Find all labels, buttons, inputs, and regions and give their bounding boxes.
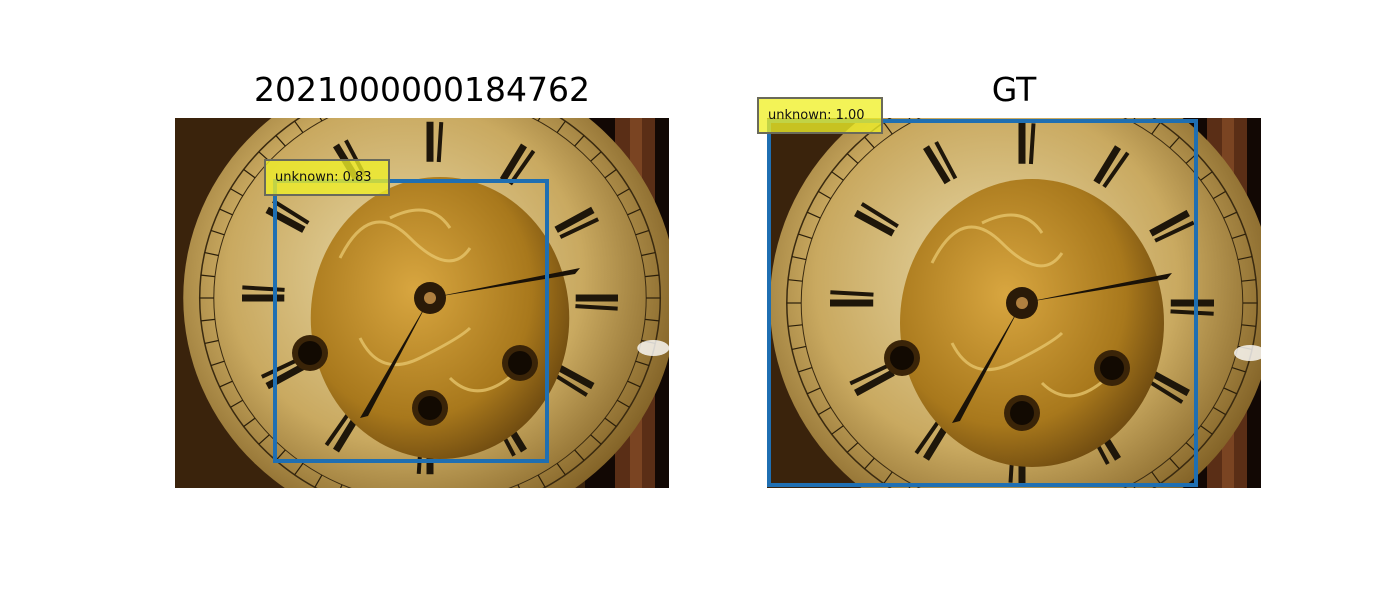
clock-illustration: [767, 118, 1261, 488]
clock-photo-prediction: [175, 118, 669, 488]
clock-photo-ground-truth: [767, 118, 1261, 488]
left-panel-title: 2021000000184762: [254, 70, 590, 109]
ground-truth-bounding-box: [767, 119, 1198, 487]
predicted-bounding-box: [273, 179, 549, 463]
right-panel-title: GT: [991, 70, 1037, 109]
predicted-box-label: unknown: 0.83: [264, 159, 390, 196]
ground-truth-box-label: unknown: 1.00: [757, 97, 883, 134]
clock-illustration: [175, 118, 669, 488]
